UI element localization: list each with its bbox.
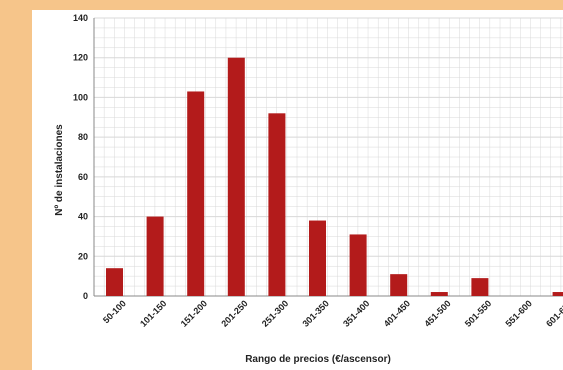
x-tick-label: 50-100 — [101, 298, 128, 325]
x-tick-label: 501-550 — [463, 298, 493, 328]
bar — [227, 57, 245, 296]
bars — [106, 57, 563, 296]
y-tick-label: 40 — [78, 212, 88, 222]
x-tick-label: 101-150 — [138, 298, 168, 328]
grid-lines — [93, 17, 563, 297]
bar — [349, 234, 367, 296]
bar — [146, 216, 164, 296]
x-tick-label: 401-450 — [382, 298, 412, 328]
x-tick-label: 251-300 — [260, 298, 290, 328]
x-tick-label: 451-500 — [422, 298, 452, 328]
y-tick-label: 80 — [78, 132, 88, 142]
bar — [268, 113, 286, 296]
y-tick-labels: 0 20 40 60 80 100 120 140 — [73, 13, 88, 301]
y-tick-label: 140 — [73, 13, 88, 23]
y-tick-label: 120 — [73, 53, 88, 63]
x-tick-labels: 50-100 101-150 151-200 201-250 251-300 301-35… — [101, 298, 563, 328]
bar — [552, 292, 563, 296]
bar — [390, 274, 408, 296]
y-tick-label: 60 — [78, 172, 88, 182]
y-axis-title: Nº de instalaciones — [54, 124, 65, 216]
bar — [187, 91, 205, 296]
y-tick-label: 0 — [83, 291, 88, 301]
bar-chart: 0 20 40 60 80 100 120 140 50-100 101-150 151-200 2… — [54, 13, 563, 365]
y-tick-label: 100 — [73, 92, 88, 102]
bar — [430, 292, 448, 296]
bar — [471, 278, 489, 296]
x-tick-label: 601-650 — [544, 298, 563, 328]
chart-panel: 0 20 40 60 80 100 120 140 50-100 101-150 151-200 2… — [32, 10, 563, 370]
x-tick-label: 301-350 — [300, 298, 330, 328]
x-axis-title: Rango de precios (€/ascensor) — [245, 354, 391, 365]
bar — [309, 220, 326, 296]
bar — [106, 268, 123, 296]
x-tick-label: 551-600 — [503, 298, 533, 328]
x-tick-label: 351-400 — [341, 298, 371, 328]
x-tick-label: 201-250 — [219, 298, 249, 328]
y-tick-label: 20 — [78, 251, 88, 261]
x-tick-label: 151-200 — [179, 298, 209, 328]
